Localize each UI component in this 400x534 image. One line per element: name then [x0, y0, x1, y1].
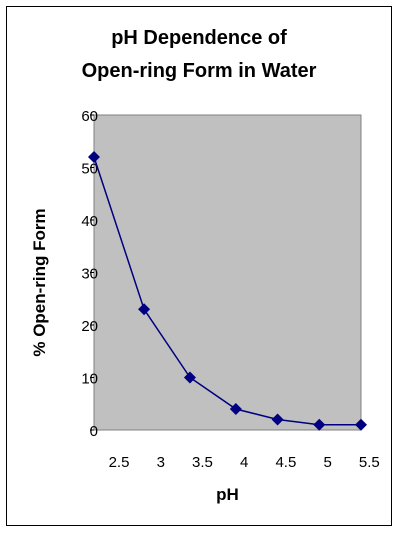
y-tick-label: 20 [81, 318, 98, 335]
y-tick-label: 60 [81, 108, 98, 125]
x-tick-label: 4 [240, 454, 248, 471]
data-point-marker [138, 303, 151, 316]
y-tick-label: 10 [81, 371, 98, 388]
x-tick-label: 5.5 [359, 454, 380, 471]
y-tick-label: 50 [81, 161, 98, 178]
data-point-marker [229, 403, 242, 415]
x-axis-label: pH [216, 485, 239, 504]
x-tick-label: 5 [323, 454, 331, 471]
x-tick-label: 2.5 [109, 454, 130, 471]
x-tick-label: 3 [157, 454, 165, 471]
y-tick-label: 0 [90, 423, 98, 440]
data-point-marker [355, 418, 367, 431]
chart-title-line-1: pH Dependence of [111, 27, 287, 49]
series-markers [88, 151, 367, 431]
y-tick-label: 40 [81, 213, 98, 230]
y-axis-ticks: 0 10 20 30 40 50 60 [81, 108, 98, 440]
x-tick-label: 3.5 [192, 454, 213, 471]
y-tick-label: 30 [81, 266, 98, 283]
data-point-marker [88, 151, 100, 163]
plot-area [93, 114, 362, 431]
data-point-marker [183, 371, 196, 384]
x-axis-ticks: 2.5 3 3.5 4 4.5 5 5.5 [109, 454, 380, 471]
y-axis-label: % Open-ring Form [30, 208, 49, 356]
data-point-marker [271, 413, 284, 426]
x-tick-label: 4.5 [275, 454, 296, 471]
chart-title-line-2: Open-ring Form in Water [81, 60, 317, 82]
data-point-marker [313, 418, 326, 431]
